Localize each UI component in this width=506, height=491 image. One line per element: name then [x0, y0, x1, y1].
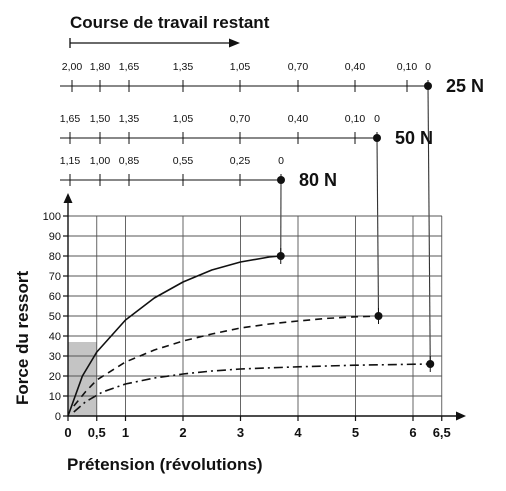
force-label: 80 N [299, 170, 337, 190]
y-tick-label: 90 [49, 231, 61, 243]
series-line-solid [67, 255, 281, 417]
scale-tick-label: 1,15 [60, 155, 81, 167]
scale-tick-label: 0,10 [397, 61, 418, 73]
scale-tick-label: 0,25 [230, 155, 251, 167]
scale-tick-label: 0 [278, 155, 284, 167]
y-tick-label: 0 [55, 411, 61, 423]
curves [67, 248, 435, 417]
scale-tick-label: 2,00 [62, 61, 83, 73]
y-tick-label: 10 [49, 391, 61, 403]
y-tick-label: 70 [49, 271, 61, 283]
scale-tick-label: 0 [374, 113, 380, 125]
x-tick-label: 4 [294, 425, 302, 440]
y-tick-label: 100 [43, 211, 61, 223]
scale-tick-label: 1,65 [119, 61, 140, 73]
y-tick-label: 40 [49, 331, 61, 343]
scale-tick-label: 0 [425, 61, 431, 73]
scale-tick-label: 1,50 [90, 113, 111, 125]
y-tick-label: 60 [49, 291, 61, 303]
x-tick-label: 5 [352, 425, 359, 440]
plot-grid [68, 215, 443, 416]
scale-tick-label: 0,40 [288, 113, 309, 125]
x-tick-label: 0 [64, 425, 71, 440]
scale-tick-label: 1,05 [173, 113, 194, 125]
series-end-point [426, 360, 435, 368]
x-tick-label: 6 [409, 425, 416, 440]
y-tick-label: 80 [49, 251, 61, 263]
scale-tick-label: 0,85 [119, 155, 140, 167]
scale-tick-label: 0,40 [345, 61, 366, 73]
y-axis-arrow [63, 193, 73, 203]
scale-tick-label: 1,80 [90, 61, 111, 73]
y-tick-label: 20 [49, 371, 61, 383]
scale-tick-label: 0,10 [345, 113, 366, 125]
x-tick-label: 3 [237, 425, 244, 440]
y-axis-label: Force du ressort [13, 271, 32, 405]
scale-end-dot [277, 176, 285, 184]
chart-title: Course de travail restant [70, 13, 270, 32]
scale-tick-label: 0,55 [173, 155, 194, 167]
connector-line [376, 137, 380, 317]
x-tick-label: 6,5 [433, 425, 451, 440]
scale-tick-label: 1,00 [90, 155, 111, 167]
series-end-point [276, 252, 285, 260]
scale-end-dot [373, 134, 381, 142]
series-end-point [374, 312, 383, 320]
scale-tick-label: 1,05 [230, 61, 251, 73]
force-label: 25 N [446, 76, 484, 96]
direction-arrow [69, 38, 240, 48]
scale-tick-label: 0,70 [230, 113, 251, 125]
y-tick-label: 30 [49, 351, 61, 363]
x-axis-arrow [456, 411, 466, 421]
scale-tick-label: 1,35 [119, 113, 140, 125]
axes: 0 0,5 1 2 3 4 5 6 6,5 0 10 20 30 40 50 60 70 80 90 100 [43, 193, 466, 440]
x-tick-label: 1 [122, 425, 129, 440]
scale-end-dot [424, 82, 432, 90]
y-tick-label: 50 [49, 311, 61, 323]
scale-tick-label: 1,35 [173, 61, 194, 73]
series-line-dash-dot [73, 363, 431, 413]
series-line-dashed [73, 315, 379, 407]
stroke-scales: 2,00 1,80 1,65 1,35 1,05 0,70 0,40 0,10 0 25 N 1,6… [60, 61, 484, 365]
scale-tick-label: 0,70 [288, 61, 309, 73]
force-label: 50 N [395, 128, 433, 148]
x-tick-label: 0,5 [88, 425, 106, 440]
x-axis-label: Prétension (révolutions) [67, 455, 263, 474]
scale-tick-label: 1,65 [60, 113, 81, 125]
x-tick-label: 2 [179, 425, 186, 440]
connector-line [427, 85, 431, 365]
